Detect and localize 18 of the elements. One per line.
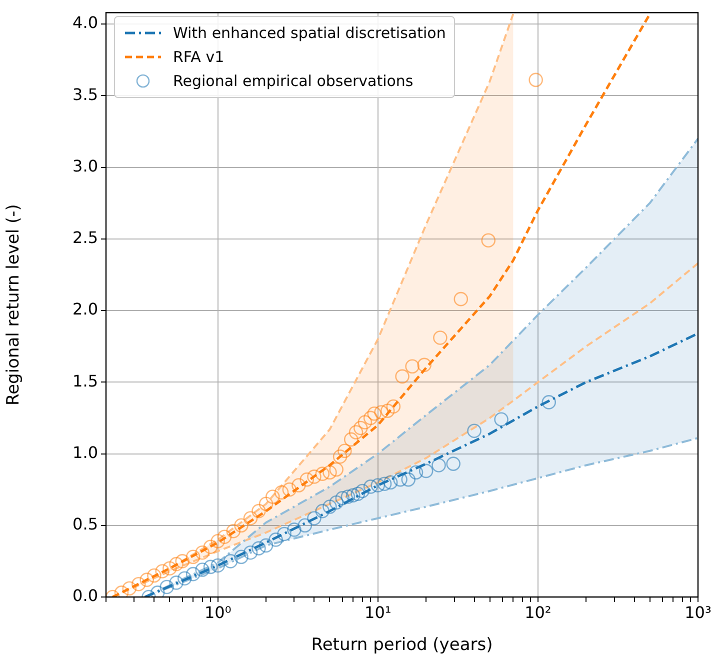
legend-label: With enhanced spatial discretisation	[173, 24, 446, 42]
x-tick-label: 10⁰	[204, 602, 232, 622]
y-tick-label: 4.0	[72, 13, 98, 32]
y-tick-label: 2.0	[72, 300, 98, 319]
y-tick-label: 0.5	[72, 514, 98, 534]
x-tick-label: 10³	[684, 602, 712, 622]
y-tick-label: 3.5	[72, 84, 98, 104]
y-tick-label: 2.5	[72, 228, 98, 248]
x-axis-title: Return period (years)	[311, 635, 493, 656]
y-tick-label: 3.0	[72, 156, 98, 176]
y-axis-title: Regional return level (-)	[4, 204, 24, 406]
y-tick-label: 1.0	[72, 442, 98, 462]
y-tick-label: 1.5	[72, 371, 98, 390]
y-tick-label: 0.0	[72, 586, 98, 606]
legend-label: RFA v1	[173, 48, 224, 66]
x-tick-label: 10²	[524, 602, 552, 622]
x-tick-label: 10¹	[364, 602, 392, 622]
legend-label: Regional empirical observations	[173, 72, 414, 90]
